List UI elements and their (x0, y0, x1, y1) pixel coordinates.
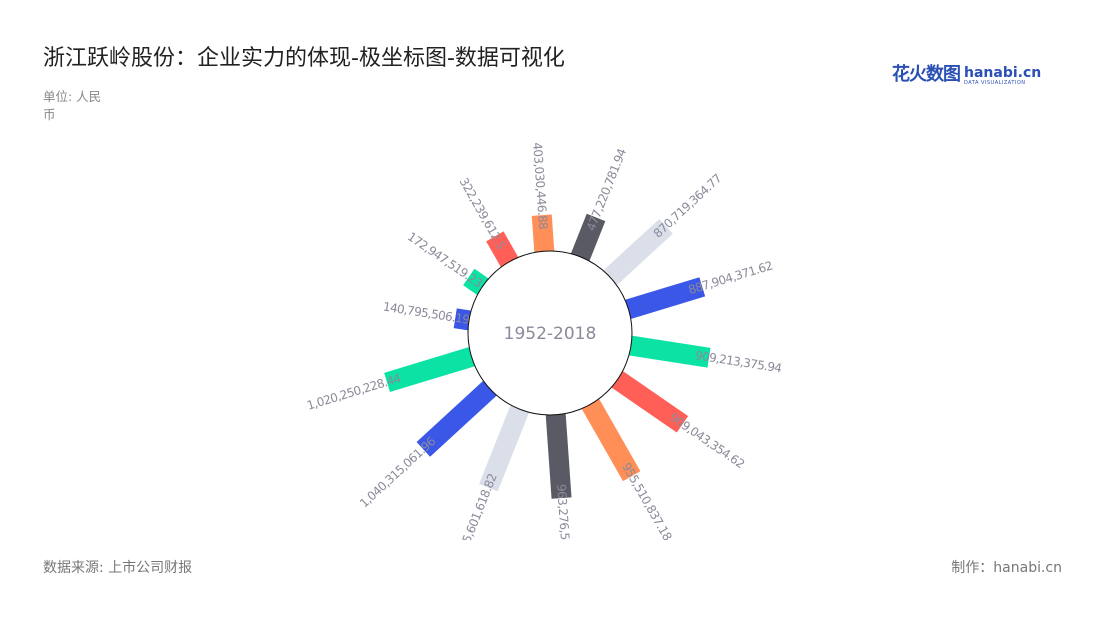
bar[interactable] (384, 346, 479, 392)
bar-value-label: 955,510,837.18 (619, 460, 674, 543)
bar[interactable] (545, 410, 572, 499)
bar-value-label: 1,040,315,061.96 (357, 434, 438, 510)
logo-en-block: hanabi.cn DATA VISUALIZATION (964, 66, 1041, 86)
maker-credit: 制作：hanabi.cn (951, 560, 1062, 576)
center-circle (467, 250, 633, 416)
bar[interactable] (479, 401, 531, 492)
unit-label: 单位: 人民币 (43, 89, 102, 122)
bar-value-label: 870,719,364.77 (651, 171, 725, 240)
bar-value-label: 172,947,519.23 (405, 229, 485, 290)
bar[interactable] (621, 277, 706, 320)
bar-value-label: 909,043,354.62 (667, 410, 747, 471)
bar[interactable] (600, 218, 673, 288)
bar-value-label: 140,795,506.19 (382, 300, 470, 327)
page-title: 浙江跃岭股份：企业实力的体现-极坐标图-数据可视化 (43, 46, 565, 71)
logo-sub: DATA VISUALIZATION (964, 80, 1026, 86)
logo-en: hanabi.cn (964, 65, 1042, 81)
center-label: 1952-2018 (504, 324, 597, 344)
bar[interactable] (531, 214, 555, 256)
bar-value-label: 887,904,371.62 (687, 259, 774, 298)
logo-cn: 花火数图 (892, 64, 961, 85)
bar-value-label: 909,213,375.94 (694, 348, 782, 375)
data-source: 数据来源: 上市公司财报 (43, 560, 193, 576)
bar[interactable] (579, 395, 641, 482)
bar-value-label: 322,239,612.5 (456, 175, 508, 251)
bar[interactable] (569, 213, 606, 265)
bar[interactable] (608, 369, 689, 433)
bar-value-label: 1,020,250,228.44 (305, 371, 402, 413)
logo: 花火数图 hanabi.cn DATA VISUALIZATION (892, 60, 1041, 86)
bar-value-label: 403,030,446.88 (530, 142, 550, 230)
bar[interactable] (416, 378, 500, 457)
bar[interactable] (625, 335, 711, 368)
bar-value-label: 963,276,515. (554, 484, 573, 558)
bar-value-label: 477,220,781.94 (584, 147, 629, 233)
